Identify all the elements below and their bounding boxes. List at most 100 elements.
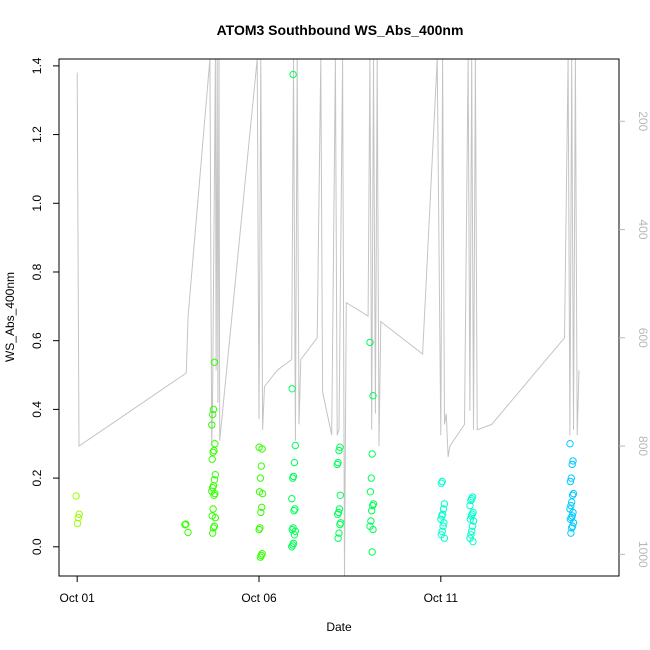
data-point [566,477,575,486]
y-tick-label: 0.4 [30,401,44,418]
data-point [211,513,220,522]
data-point [208,455,216,463]
data-point [466,501,474,510]
data-point [440,500,449,508]
data-point [569,519,578,527]
data-point [288,495,296,503]
y2-tick-label: 200 [636,111,650,131]
data-point [567,501,575,510]
data-point [210,358,219,366]
data-point [210,491,218,499]
y-tick-label: 0.0 [30,538,44,555]
data-point [209,410,217,419]
data-point [368,501,377,510]
data-point [336,443,344,451]
x-tick-label: Oct 06 [241,591,277,605]
y2-tick-label: 400 [636,220,650,240]
y-tick-label: 1.4 [30,57,44,74]
y-tick-label: 0.8 [30,263,44,280]
x-axis-label: Date [326,620,352,634]
data-point [335,529,343,537]
data-point [335,446,343,455]
altitude-trace-layer [76,58,580,577]
y-axis-left: 0.0 0.2 0.4 0.6 0.8 1.0 1.2 1.4 [30,57,59,555]
data-point [209,529,217,537]
data-point [369,525,377,534]
data-point [438,512,446,520]
data-point [291,441,299,450]
data-point [289,70,297,79]
data-point [335,505,344,513]
y-axis-right: 200 400 600 800 1000 [619,111,650,568]
x-tick-label: Oct 11 [424,591,459,605]
data-point [469,517,478,525]
data-point [334,534,342,542]
data-point [209,448,217,456]
plot-frame [58,58,620,577]
data-point [256,474,265,482]
data-point [73,519,82,528]
data-point [288,543,296,551]
data-point [469,537,477,546]
data-point [289,474,297,482]
data-point [366,488,375,496]
data-point [257,462,265,470]
data-point [258,489,267,498]
data-point [290,458,299,467]
data-point [75,510,83,518]
data-point [437,479,445,487]
y2-tick-label: 600 [636,328,650,348]
data-point [211,440,219,448]
data-point [209,524,218,532]
data-point [567,529,575,537]
y2-tick-label: 800 [636,436,650,456]
data-point [333,460,341,469]
data-point [258,445,266,453]
x-axis: Oct 01 Oct 06 Oct 11 [60,576,459,605]
data-point [288,385,296,393]
data-point [290,507,298,515]
data-point [290,531,299,539]
data-point [569,457,577,465]
y-axis-label: WS_Abs_400nm [3,272,17,362]
data-point [467,531,475,539]
data-point [334,510,342,518]
data-point [257,508,265,517]
data-point [208,421,216,429]
data-point [366,338,374,347]
data-point [567,474,575,482]
data-point [184,528,192,537]
data-point [566,440,574,448]
data-point [72,492,80,500]
data-point [369,392,377,400]
data-point [256,553,265,561]
data-point [568,524,576,532]
data-point [439,505,448,513]
data-point [211,471,220,479]
data-point [467,496,475,505]
data-point [468,527,476,535]
y-tick-label: 1.0 [30,195,44,212]
data-point [439,522,447,530]
data-point [74,513,83,522]
data-point [440,534,449,542]
y-tick-label: 0.6 [30,332,44,349]
y-tick-label: 1.2 [30,126,44,143]
data-point [367,517,375,525]
data-point [368,548,376,556]
data-point [568,491,577,499]
data-point [569,508,577,517]
data-point [291,527,299,535]
data-point [181,521,189,529]
data-point [367,474,375,482]
data-point [209,405,218,414]
data-point [209,505,217,513]
y-tick-label: 0.2 [30,469,44,486]
data-point [182,520,190,528]
chart-title: ATOM3 Southbound WS_Abs_400nm [217,22,464,38]
data-point [336,520,344,529]
data-point [438,527,446,535]
data-point [336,491,344,499]
data-point [568,498,576,506]
